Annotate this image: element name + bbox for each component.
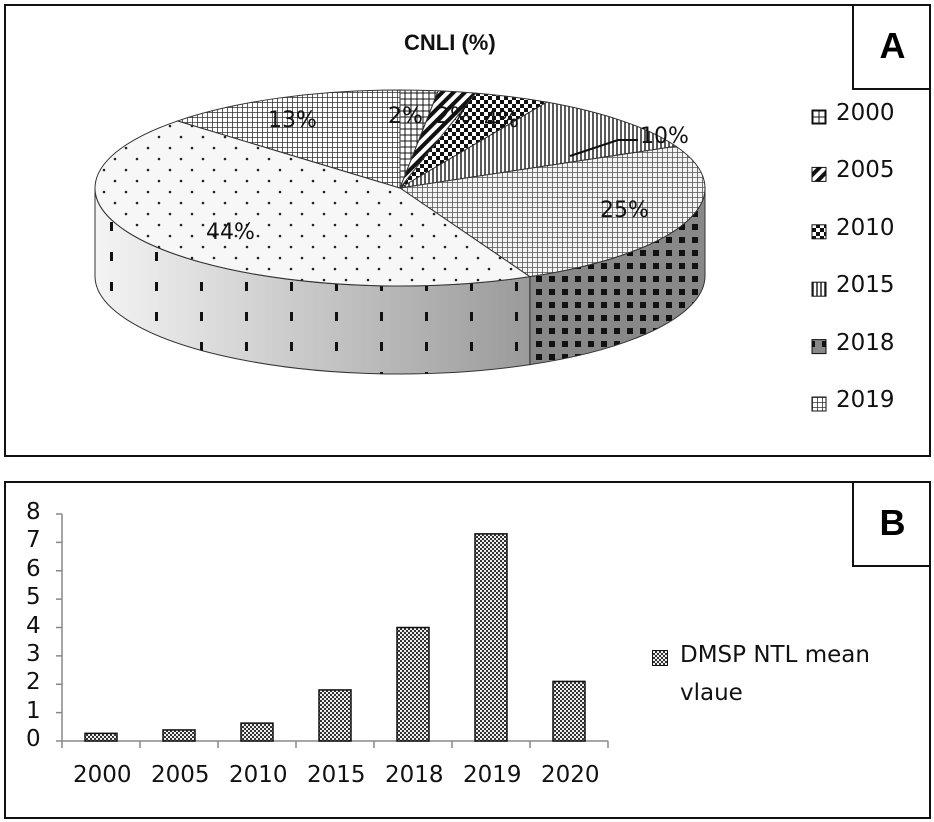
x-tick-label: 2020 (541, 762, 600, 788)
pie-slice-2019 (94, 120, 532, 287)
legend-label: DMSP NTL mean (680, 642, 870, 668)
leader-line (569, 139, 638, 157)
bar-2018 (396, 626, 430, 742)
y-tick-label: 4 (26, 612, 41, 639)
legend-swatch-2005 (811, 166, 827, 182)
pie-data-label: 2% (436, 104, 471, 129)
panel-a (4, 4, 931, 457)
bar-2005 (162, 729, 196, 742)
pie-data-label: 13% (268, 108, 317, 133)
bar-2015 (318, 689, 352, 742)
legend-swatch-2010 (811, 224, 827, 240)
pie-data-label: 4% (484, 108, 519, 133)
legend-label: 2018 (836, 329, 895, 356)
panel-a-tag: A (852, 4, 931, 90)
legend-label: 2010 (836, 214, 895, 241)
y-tick-label: 6 (26, 555, 41, 582)
legend-swatch-2019 (811, 396, 827, 412)
legend-label: 2005 (836, 157, 895, 184)
y-tick-label: 2 (26, 669, 41, 696)
legend-swatch-2000 (811, 109, 827, 125)
pie-side-texture (94, 188, 530, 375)
x-tick-label: 2005 (151, 762, 210, 788)
legend-swatch-2015 (811, 281, 827, 297)
y-tick-label: 3 (26, 640, 41, 667)
pie-data-label: 2% (388, 104, 423, 129)
legend-label: vlaue (680, 680, 743, 706)
y-tick-label: 5 (26, 584, 41, 611)
pie-title: CNLI (%) (404, 30, 496, 55)
panel-b-tag: B (852, 481, 931, 567)
legend-label: 2015 (836, 272, 895, 299)
x-tick-label: 2010 (229, 762, 288, 788)
y-tick-label: 0 (26, 726, 41, 752)
x-tick-label: 2000 (73, 762, 132, 788)
bar-2010 (240, 722, 274, 742)
y-tick-label: 8 (26, 499, 41, 525)
pie-slice-unlabeled (176, 89, 401, 189)
pie-slice-2018 (398, 145, 706, 278)
panel-b (4, 481, 931, 819)
pie-slice-2015 (399, 101, 678, 189)
y-tick-label: 7 (26, 527, 41, 554)
legend-label: 2019 (836, 387, 895, 413)
pie-data-label: 44% (206, 220, 255, 245)
pie-data-label: 25% (600, 198, 649, 223)
x-tick-label: 2015 (307, 762, 366, 788)
legend-label: 2000 (836, 100, 895, 126)
pie-data-label: 10% (640, 124, 689, 149)
legend-swatch (652, 650, 668, 666)
bar-2019 (474, 533, 508, 742)
bar-2000 (84, 732, 118, 742)
bar-2020 (552, 680, 586, 742)
x-tick-label: 2018 (385, 762, 444, 788)
y-tick-label: 1 (26, 697, 41, 724)
legend-swatch-2018 (811, 339, 827, 355)
x-tick-label: 2019 (463, 762, 522, 788)
